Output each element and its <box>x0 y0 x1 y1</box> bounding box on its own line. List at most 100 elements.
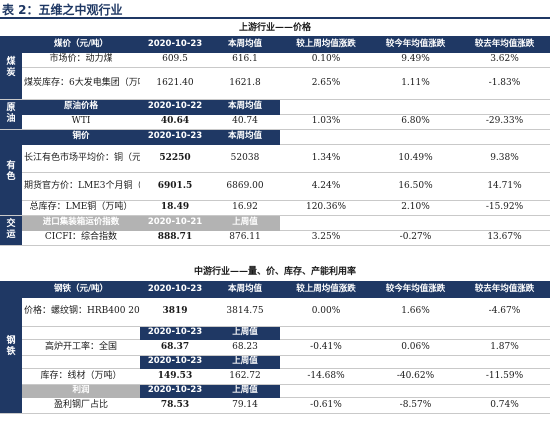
cell: -14.68% <box>280 368 372 385</box>
cell: 2.65% <box>280 67 372 100</box>
header-cell: 2020-10-23 <box>140 326 210 340</box>
cell: 9.49% <box>372 52 459 68</box>
cell: -0.41% <box>280 339 372 356</box>
row-label: 煤炭库存：6大发电集团（万吨） <box>22 67 140 100</box>
table-row: CICFI：综合指数 888.71 876.11 3.25% -0.27% 13… <box>0 230 550 246</box>
cell: 68.23 <box>210 339 280 356</box>
header-cell: 本周均值 <box>210 129 280 145</box>
row-label: 总库存：LME铜（万吨） <box>22 200 140 216</box>
cell: 40.74 <box>210 114 280 130</box>
cell: 162.72 <box>210 368 280 385</box>
cell: -8.57% <box>372 397 459 414</box>
table-row: 库存：线材（万吨） 149.53 162.72 -14.68% -40.62% … <box>0 368 550 385</box>
cell: 4.24% <box>280 172 372 201</box>
header-cell: 2020-10-23 <box>140 384 210 398</box>
table-row: 期货官方价：LME3个月铜（美元/吨） 6901.5 6869.00 4.24%… <box>0 172 550 201</box>
cell: 3.62% <box>459 52 550 68</box>
cell: 1.11% <box>372 67 459 100</box>
row-label: 库存：线材（万吨） <box>22 368 140 385</box>
table-row: 长江有色市场平均价：铜（元/吨） 52250 52038 1.34% 10.49… <box>0 144 550 173</box>
cell: 609.5 <box>140 52 210 68</box>
table-title: 表 2：五维之中观行业 <box>2 3 123 17</box>
row-label: CICFI：综合指数 <box>22 230 140 246</box>
header-cell: 2020-10-23 <box>140 282 210 298</box>
midstream-section-title: 中游行业——量、价、库存、产能利用率 <box>193 267 356 277</box>
cell: -0.61% <box>280 397 372 414</box>
cell: 6869.00 <box>210 172 280 201</box>
cell: 52250 <box>140 144 210 173</box>
header-cell: 本周均值 <box>210 37 280 53</box>
cell: 1621.8 <box>210 67 280 100</box>
cell: 9.38% <box>459 144 550 173</box>
cell: 16.50% <box>372 172 459 201</box>
cell: 120.36% <box>280 200 372 216</box>
steel-header-row: 钢铁 钢铁（元/吨） 2020-10-23 本周均值 较上周均值涨跌 较今年均值… <box>0 282 550 414</box>
table-row: 高炉开工率：全国 68.37 68.23 -0.41% 0.06% 1.87% <box>0 339 550 356</box>
cell: 78.53 <box>140 397 210 414</box>
header-cell: 进口集装箱运价指数 <box>22 215 140 231</box>
row-label: WTI <box>22 114 140 130</box>
category-metal: 有色 <box>0 129 22 216</box>
cell: 1.03% <box>280 114 372 130</box>
table-row: WTI 40.64 40.74 1.03% 6.80% -29.33% <box>0 114 550 130</box>
header-cell: 上周值 <box>210 326 280 340</box>
header-cell: 煤价（元/吨） <box>22 37 140 53</box>
table-title-bar: 表 2：五维之中观行业 <box>0 0 550 19</box>
category-transport: 交运 <box>0 215 22 246</box>
cell: 0.74% <box>459 397 550 414</box>
table-row: 价格：螺纹钢：HRB400 20mm 3819 3814.75 0.00% 1.… <box>0 297 550 327</box>
cell: 10.49% <box>372 144 459 173</box>
cell: -15.92% <box>459 200 550 216</box>
coal-header-row: 煤炭 煤价（元/吨） 2020-10-23 本周均值 较上周均值涨跌 较今年均值… <box>0 37 550 100</box>
header-cell: 2020-10-22 <box>140 99 210 115</box>
header-cell: 钢铁（元/吨） <box>22 282 140 298</box>
cell: -4.67% <box>459 297 550 327</box>
category-oil: 原油 <box>0 99 22 130</box>
cell: 1.34% <box>280 144 372 173</box>
header-cell: 本周均值 <box>210 99 280 115</box>
header-cell: 上周值 <box>210 355 280 369</box>
cell: -40.62% <box>372 368 459 385</box>
oil-header-row: 原油 原油价格 2020-10-22 本周均值 <box>0 99 550 130</box>
table-row: 盈利钢厂占比 78.53 79.14 -0.61% -8.57% 0.74% <box>0 397 550 414</box>
header-cell: 本周均值 <box>210 282 280 298</box>
upstream-table: 煤炭 煤价（元/吨） 2020-10-23 本周均值 较上周均值涨跌 较今年均值… <box>0 37 550 246</box>
cell: 0.06% <box>372 339 459 356</box>
header-cell: 较上周均值涨跌 <box>280 282 372 298</box>
steel-subheader-row: 2020-10-23 上周值 <box>0 326 550 340</box>
header-cell: 上周值 <box>210 215 280 231</box>
cell: 888.71 <box>140 230 210 246</box>
cell: 1.66% <box>372 297 459 327</box>
header-cell: 利润 <box>22 384 140 398</box>
cell: 16.92 <box>210 200 280 216</box>
cell: 0.10% <box>280 52 372 68</box>
cell: 13.67% <box>459 230 550 246</box>
cell: 149.53 <box>140 368 210 385</box>
cell: 68.37 <box>140 339 210 356</box>
row-label: 长江有色市场平均价：铜（元/吨） <box>22 144 140 173</box>
cell: 40.64 <box>140 114 210 130</box>
cell: 14.71% <box>459 172 550 201</box>
header-cell: 原油价格 <box>22 99 140 115</box>
cell: 3814.75 <box>210 297 280 327</box>
row-label: 市场价：动力煤 <box>22 52 140 68</box>
header-cell: 2020-10-21 <box>140 215 210 231</box>
category-coal: 煤炭 <box>0 37 22 100</box>
cell: 3819 <box>140 297 210 327</box>
cell: 616.1 <box>210 52 280 68</box>
cell: 876.11 <box>210 230 280 246</box>
cell: 52038 <box>210 144 280 173</box>
row-label: 价格：螺纹钢：HRB400 20mm <box>22 297 140 327</box>
cell: -29.33% <box>459 114 550 130</box>
header-cell: 较今年均值涨跌 <box>372 37 459 53</box>
steel-subheader-row: 2020-10-23 上周值 <box>0 355 550 369</box>
cell: 0.00% <box>280 297 372 327</box>
cell: -0.27% <box>372 230 459 246</box>
cell: 1621.40 <box>140 67 210 100</box>
table-row: 总库存：LME铜（万吨） 18.49 16.92 120.36% 2.10% -… <box>0 200 550 216</box>
cell: 6.80% <box>372 114 459 130</box>
cell: -1.83% <box>459 67 550 100</box>
header-cell: 2020-10-23 <box>140 129 210 145</box>
cell: 2.10% <box>372 200 459 216</box>
cell: -11.59% <box>459 368 550 385</box>
